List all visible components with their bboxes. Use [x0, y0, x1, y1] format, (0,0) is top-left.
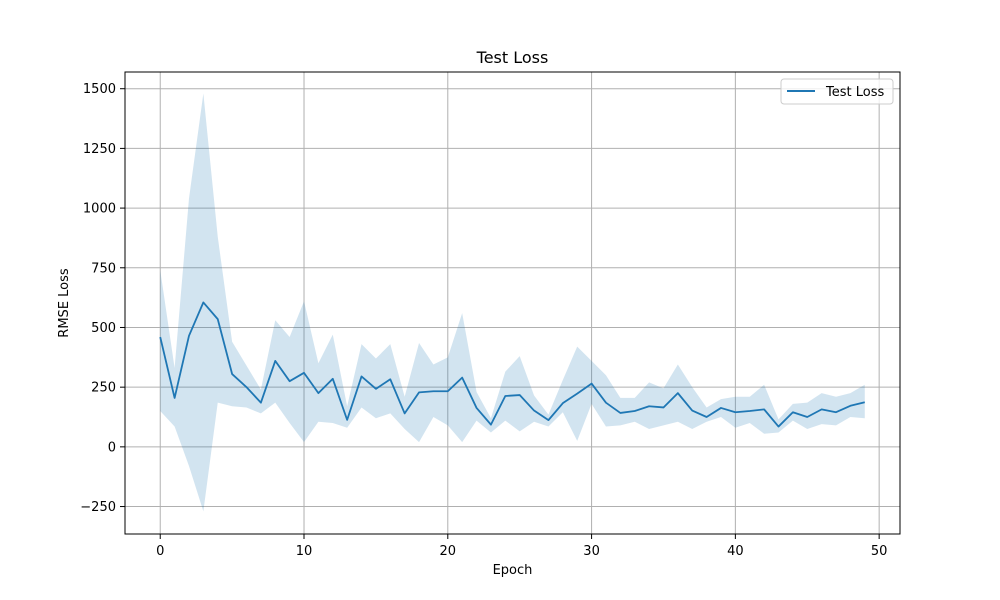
- y-tick-label: 1000: [83, 202, 116, 217]
- x-tick-label: 0: [156, 544, 164, 559]
- x-tick-label: 30: [583, 544, 600, 559]
- confidence-band: [160, 93, 865, 512]
- x-tick-label: 50: [871, 544, 888, 559]
- plot-frame: [124, 71, 901, 535]
- y-axis-ticks: −250 0 250 500 750 1000 1250 1500: [80, 82, 125, 515]
- series-line-layer: [159, 301, 865, 428]
- x-axis-label: Epoch: [493, 563, 533, 578]
- legend: Test Loss: [780, 78, 894, 105]
- y-tick-label: 1500: [83, 82, 116, 97]
- x-tick-label: 40: [727, 544, 744, 559]
- y-tick-label: −250: [80, 500, 116, 515]
- y-tick-label: 250: [91, 381, 116, 396]
- legend-box: [780, 78, 894, 105]
- grid-lines: [125, 72, 900, 534]
- x-tick-label: 20: [440, 544, 457, 559]
- chart-title: Test Loss: [476, 48, 549, 67]
- series-line-test-loss: [159, 301, 865, 428]
- y-tick-label: 1250: [83, 142, 116, 157]
- y-tick-label: 500: [91, 321, 116, 336]
- legend-entry-test-loss: Test Loss: [825, 85, 884, 100]
- y-tick-label: 0: [108, 440, 116, 455]
- x-tick-label: 10: [296, 544, 313, 559]
- y-axis-label: RMSE Loss: [57, 268, 72, 338]
- y-tick-label: 750: [91, 261, 116, 276]
- confidence-band-layer: [160, 93, 865, 512]
- x-axis-ticks: 0 10 20 30 40 50: [156, 534, 887, 559]
